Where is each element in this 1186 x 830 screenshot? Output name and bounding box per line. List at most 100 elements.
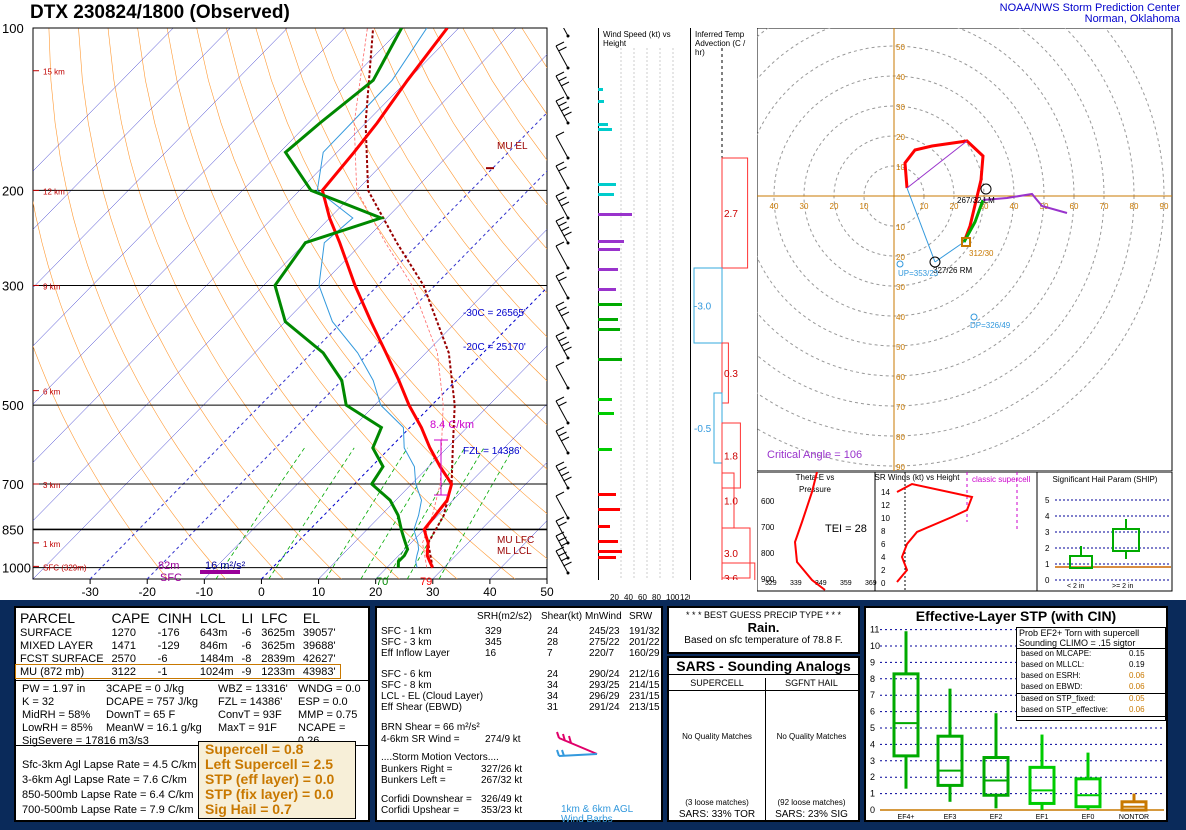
precip-title: * * * BEST GUESS PRECIP TYPE * * * bbox=[685, 610, 842, 620]
barb-flag bbox=[560, 311, 570, 317]
wind-speed-bar bbox=[598, 448, 612, 451]
barb-shaft bbox=[555, 550, 569, 574]
sr46-label: 4-6km SR Wind = bbox=[381, 734, 460, 745]
precip-panel: * * * BEST GUESS PRECIP TYPE * * * Rain.… bbox=[667, 606, 860, 654]
temperature-tick-label: -20 bbox=[139, 585, 157, 599]
barb-flag bbox=[555, 216, 565, 222]
wind-speed-bar bbox=[598, 493, 616, 496]
parcel-cell: 39057' bbox=[302, 626, 336, 639]
kinematics-panel: SRH(m2/s2) Shear(kt) MnWind SRW BRN Shea… bbox=[375, 606, 663, 825]
advection-bars: 2.7 -3.0 0.3 -0.5 1.8 1.0 3.0 3.6 bbox=[693, 48, 756, 580]
ml-lcl-label: ML LCL bbox=[497, 546, 532, 557]
kinematic-cell: 24 bbox=[547, 669, 559, 680]
barb-flag bbox=[555, 301, 565, 307]
kinematic-cell: 201/22 bbox=[629, 637, 660, 648]
stp-prob-value: 0.06 bbox=[1129, 705, 1145, 714]
barb-flag bbox=[555, 271, 565, 277]
kinematic-cell: 16 bbox=[485, 648, 497, 659]
mixed-parcel-trace bbox=[353, 28, 444, 568]
parcel-cell: SURFACE bbox=[20, 626, 72, 639]
temperature-tick-label: -30 bbox=[81, 585, 99, 599]
wind-speed-bar bbox=[598, 288, 616, 291]
parcel-header-row: PARCEL CAPE CINH LCL LI LFC EL bbox=[16, 610, 340, 626]
wind-speed-bars: 20 40 60 80 100120 bbox=[598, 48, 690, 602]
hodo-ring-label: 30 bbox=[896, 283, 905, 292]
hodo-upshear bbox=[906, 187, 936, 263]
dry-adiabat bbox=[33, 345, 168, 579]
wind-speed-bar bbox=[598, 412, 614, 415]
wind-barb bbox=[555, 491, 570, 520]
thetae-ytick: 900 bbox=[761, 575, 775, 584]
height-label: 3 km bbox=[43, 481, 61, 490]
brn-shear: BRN Shear = 66 m²/s² bbox=[381, 722, 480, 733]
credit: NOAA/NWS Storm Prediction Center Norman,… bbox=[1000, 3, 1180, 25]
barb-dot bbox=[566, 516, 570, 520]
srwind-class: classic supercell bbox=[972, 475, 1030, 484]
stp-box bbox=[1074, 777, 1102, 809]
kinematic-cell: LCL - EL (Cloud Layer) bbox=[381, 691, 484, 702]
shear-header: Shear(kt) bbox=[541, 611, 583, 622]
pressure-tick-label: 500 bbox=[2, 398, 24, 413]
barb-flag bbox=[558, 521, 567, 527]
ws-tick-label: 120 bbox=[680, 593, 690, 602]
thermo-index: MidRH = 58% bbox=[22, 709, 91, 721]
barb-flag bbox=[558, 221, 567, 227]
stp-prob-label: based on MLCAPE: bbox=[1021, 649, 1092, 658]
isotherm bbox=[33, 28, 517, 522]
barb-flag bbox=[558, 551, 567, 557]
barb-dot bbox=[566, 356, 570, 360]
stp-prob-label: based on ESRH: bbox=[1021, 671, 1081, 680]
parcel-cell: -129 bbox=[157, 639, 180, 652]
wind-barb bbox=[555, 241, 570, 270]
stp-prob-box: Prob EF2+ Torn with supercell Sounding C… bbox=[1016, 627, 1166, 721]
sars-nomatch-1: No Quality Matches bbox=[682, 732, 752, 741]
wind-speed-bar bbox=[598, 550, 622, 553]
advection-label: 0.3 bbox=[724, 369, 738, 380]
parcel-trace bbox=[364, 28, 456, 568]
isotherm bbox=[33, 54, 547, 579]
motion-value: 353/23 kt bbox=[481, 805, 523, 816]
thetae-ytick: 800 bbox=[761, 549, 775, 558]
thermo-index: FZL = 14386' bbox=[218, 696, 283, 708]
stp-ytick: 10 bbox=[870, 641, 880, 651]
isotherm bbox=[33, 28, 345, 347]
barb-shaft bbox=[563, 28, 569, 37]
barb-flag bbox=[555, 361, 565, 367]
dry-adiabat bbox=[107, 28, 400, 579]
hodo-axis-label: 40 bbox=[1010, 202, 1019, 211]
hodo-axis-label: 40 bbox=[770, 202, 779, 211]
wind-barb bbox=[555, 301, 570, 330]
parcel-cell: 1270 bbox=[111, 626, 137, 639]
barb-dot bbox=[566, 96, 570, 100]
lapse-rate: 850-500mb Lapse Rate = 6.4 C/km bbox=[22, 789, 194, 801]
mixing-ratio-line bbox=[438, 447, 514, 579]
height-label: 1 km bbox=[43, 540, 61, 549]
barb-dot bbox=[566, 216, 570, 220]
hodo-axis-label: 30 bbox=[800, 202, 809, 211]
wind-speed-bar bbox=[598, 123, 608, 126]
hodo-ring-label: 90 bbox=[896, 463, 905, 472]
wind-barb bbox=[555, 96, 572, 125]
stp-box bbox=[892, 672, 920, 758]
parcel-cell: 3122 bbox=[111, 665, 137, 678]
ship-ytick: 0 bbox=[1045, 576, 1050, 585]
wind-speed-bar bbox=[598, 318, 618, 321]
hodo-frame bbox=[757, 28, 1173, 472]
motion-title: ....Storm Motion Vectors.... bbox=[381, 752, 499, 763]
hodo-axis-label: 10 bbox=[920, 202, 929, 211]
ws-tick-label: 100 bbox=[666, 593, 680, 602]
dry-adiabat bbox=[137, 28, 458, 579]
temperature-tick-label: 40 bbox=[483, 585, 497, 599]
stp-prob-value: 0.06 bbox=[1129, 682, 1145, 691]
up-label: UP=353/23 bbox=[898, 269, 939, 278]
temperature-tick-label: 10 bbox=[312, 585, 326, 599]
temperature-tick-label: 0 bbox=[258, 585, 265, 599]
barb-dot bbox=[566, 571, 570, 575]
parcel-header: CINH bbox=[157, 610, 192, 626]
mixing-ratio-line bbox=[360, 447, 441, 579]
barb-flag bbox=[560, 471, 570, 477]
wind-speed-bar bbox=[598, 100, 604, 103]
parcel-cell: 643m bbox=[199, 626, 228, 639]
parcel-header: PARCEL bbox=[20, 610, 75, 626]
barb-flag bbox=[563, 231, 572, 237]
